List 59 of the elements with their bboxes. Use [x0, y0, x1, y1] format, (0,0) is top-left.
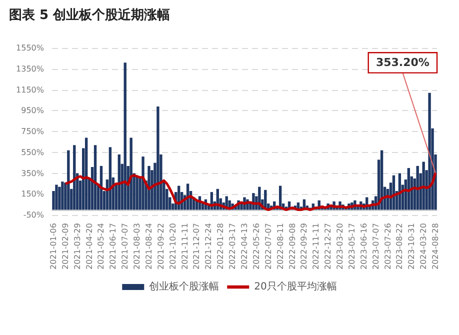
x-tick-label: 2021-03-29: [72, 223, 82, 270]
x-tick-label: 2022-08-11: [276, 223, 285, 270]
x-tick-label: 2021-04-20: [84, 223, 94, 270]
bar: [156, 106, 160, 210]
x-tick-label: 2022-11-11: [312, 223, 321, 270]
bar: [422, 162, 425, 210]
bar: [130, 138, 132, 210]
x-tick-label: 2021-08-03: [132, 223, 142, 270]
y-tick-label: 550%: [21, 148, 44, 157]
x-tick-label: 2022-12-27: [324, 223, 333, 270]
bar: [124, 62, 126, 210]
y-tick-label: 1550%: [16, 44, 44, 52]
bar: [55, 184, 58, 210]
x-tick-label: 2023-10-31: [407, 223, 416, 270]
x-tick-label: 2021-11-11: [180, 223, 190, 270]
x-tick-label: 2023-08-22: [395, 223, 404, 270]
x-tick-label: 2021-10-20: [168, 223, 178, 270]
x-tick-label: 2021-08-24: [144, 223, 154, 270]
x-tick-label: 2023-05-17: [347, 223, 356, 270]
y-tick-label: 350%: [21, 168, 44, 178]
x-tick-label: 2022-03-17: [228, 223, 238, 270]
annotation: 353.20%: [376, 56, 430, 70]
x-tick-label: 2021-01-06: [48, 223, 58, 270]
x-tick-label: 2023-07-07: [371, 223, 380, 270]
x-tick-label: 2023-03-20: [336, 223, 345, 270]
x-tick-label: 2021-07-07: [120, 223, 130, 270]
y-tick-label: 1350%: [16, 64, 44, 74]
y-tick-label: 950%: [21, 106, 44, 116]
y-tick-label: 150%: [21, 190, 44, 199]
x-tick-label: 2021-12-07: [192, 223, 202, 270]
x-tick-label: 2024-03-20: [419, 223, 428, 270]
x-tick-label: 2024-08-28: [431, 223, 440, 270]
x-tick-label: 2023-06-16: [359, 223, 368, 270]
bar: [84, 138, 88, 210]
y-tick-label: 750%: [21, 127, 44, 136]
x-tick-label: 2022-05-26: [252, 223, 261, 270]
x-tick-label: 2022-04-13: [240, 223, 249, 270]
bar: [428, 92, 431, 210]
bar: [148, 166, 150, 210]
x-tick-label: 2021-12-24: [204, 223, 214, 270]
legend-label: 20只个股平均涨幅: [254, 280, 337, 292]
line-series: [64, 172, 437, 212]
x-tick-label: 2022-09-08: [288, 223, 297, 270]
x-tick-label: 2022-09-29: [300, 223, 309, 270]
legend-label: 创业板个股涨幅: [149, 280, 220, 292]
x-tick-label: 2021-09-22: [156, 223, 166, 270]
bar: [136, 175, 138, 210]
x-tick-label: 2021-02-09: [60, 223, 70, 270]
x-tick-label: 2021-05-24: [96, 223, 106, 270]
x-tick-label: 2021-06-17: [108, 223, 118, 270]
x-tick-label: 2022-01-28: [216, 223, 226, 270]
chart-title: 图表 5 创业板个股近期涨幅: [9, 7, 170, 23]
x-tick-label: 2022-07-07: [264, 223, 273, 270]
x-tick-label: 2023-07-26: [383, 223, 392, 270]
bar: [61, 182, 64, 210]
y-tick-label: 1150%: [16, 85, 44, 94]
y-tick-label: -50%: [23, 210, 44, 220]
bar: [142, 156, 144, 210]
bar: [67, 150, 70, 210]
